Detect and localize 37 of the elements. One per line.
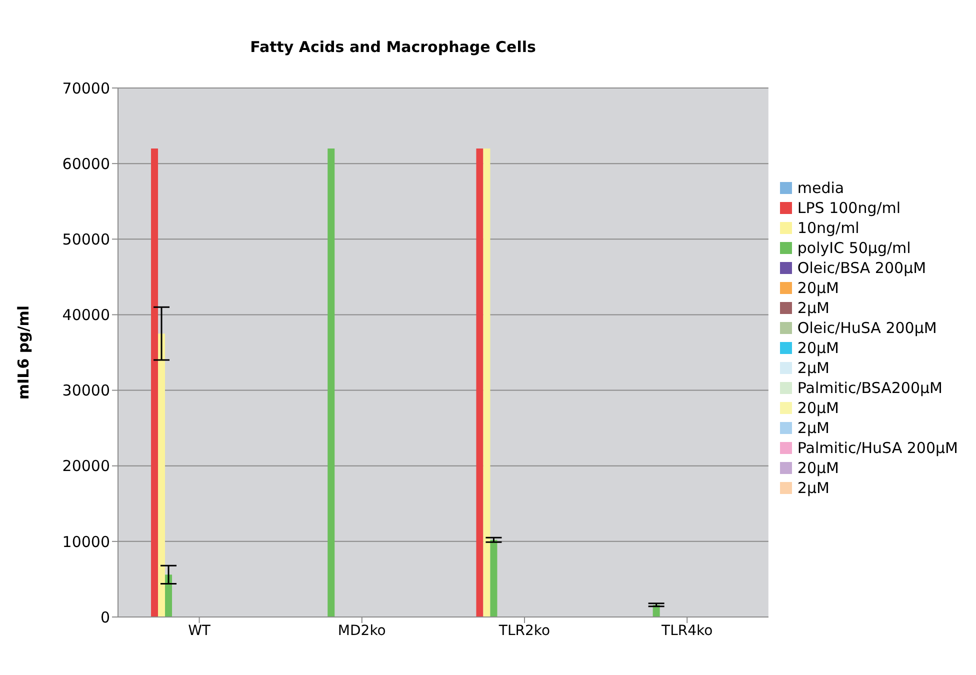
- legend-label: 2µM: [797, 418, 830, 436]
- y-tick-label: 20000: [62, 457, 110, 476]
- legend-label: 20µM: [797, 458, 839, 476]
- legend-label: 2µM: [797, 478, 830, 496]
- legend-label: 10ng/ml: [797, 218, 860, 236]
- legend-label: Oleic/BSA 200µM: [797, 258, 926, 276]
- legend-label: 2µM: [797, 358, 830, 376]
- legend-label: 20µM: [797, 398, 839, 416]
- y-axis-title: mIL6 pg/ml: [14, 305, 32, 400]
- x-tick-label: MD2ko: [338, 622, 386, 639]
- y-tick-label: 60000: [62, 154, 110, 173]
- y-tick-label: 50000: [62, 230, 110, 248]
- y-tick-label: 30000: [62, 382, 110, 400]
- x-tick-label: TLR2ko: [498, 622, 550, 639]
- legend-label: Oleic/HuSA 200µM: [797, 318, 937, 336]
- y-tick-label: 0: [100, 608, 110, 626]
- legend-label: 20µM: [797, 338, 839, 356]
- bar: [490, 540, 498, 617]
- y-tick-label: 10000: [62, 532, 110, 551]
- bar: [476, 148, 484, 617]
- x-tick-label: WT: [188, 622, 211, 639]
- bar: [158, 334, 166, 617]
- bar: [483, 148, 490, 617]
- bar: [328, 148, 335, 617]
- bar: [151, 148, 158, 617]
- y-tick-label: 40000: [62, 306, 110, 324]
- legend-label: Palmitic/HuSA 200µM: [797, 438, 958, 456]
- legend-label: 20µM: [797, 278, 839, 296]
- legend-label: LPS 100ng/ml: [797, 198, 901, 216]
- legend-label: media: [797, 178, 844, 196]
- legend-label: 2µM: [797, 298, 830, 316]
- chart-title: Fatty Acids and Macrophage Cells: [249, 38, 537, 56]
- legend-label: polyIC 50µg/ml: [797, 238, 911, 256]
- y-tick-label: 70000: [62, 79, 110, 98]
- x-tick-label: TLR4ko: [660, 622, 713, 639]
- legend-label: Palmitic/BSA200µM: [797, 378, 942, 396]
- bar: [165, 574, 172, 617]
